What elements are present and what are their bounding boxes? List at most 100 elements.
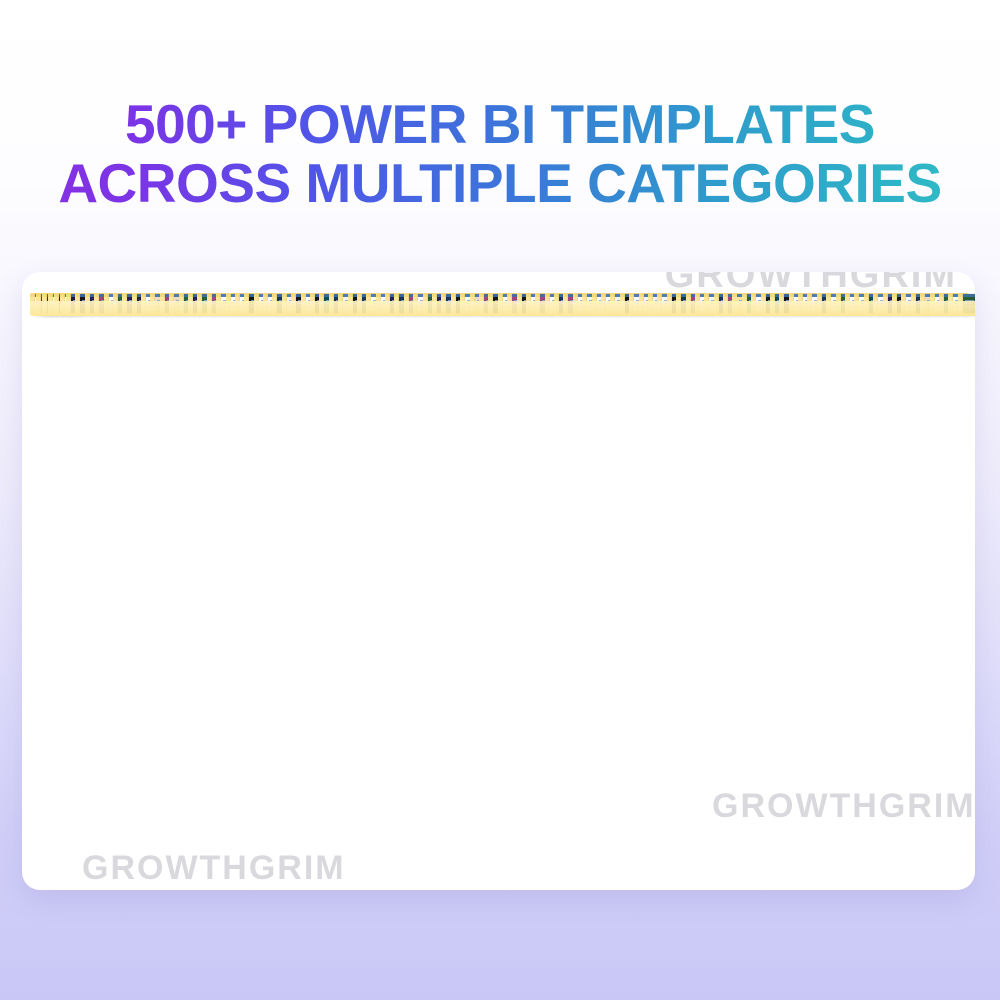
folder-item[interactable]: Theme Single Page Report Demo bbox=[159, 286, 185, 322]
folder-item[interactable]: GAC DESIGN bbox=[66, 286, 91, 322]
folder-item[interactable]: Coronavirus Theme JCH bbox=[356, 286, 382, 322]
folder-item[interactable]: Metricalist - Simply Modern Dark bbox=[563, 286, 589, 322]
folder-item[interactable]: Color blind theme bbox=[666, 286, 692, 322]
folder-item[interactable]: SALES _ MARKETING bbox=[920, 286, 946, 322]
folder-item[interactable]: fluxo-de-caixa-pessoal bbox=[535, 286, 561, 322]
folder-item[interactable]: Vintage Theme (Exposé Data) bbox=[798, 286, 824, 322]
folder-item[interactable]: Salesdashboard bbox=[291, 286, 317, 322]
folder-item[interactable]: DARK _ BLUE THEME bbox=[676, 286, 702, 322]
folder-item[interactable]: FLASHY bbox=[216, 286, 242, 322]
folder-item[interactable]: ColorblindSafe-Longer bbox=[826, 286, 852, 322]
folder-item[interactable]: Power BI Wireframe Template - Start bbox=[432, 286, 458, 322]
folder-item[interactable]: Marketing-Digital bbox=[244, 286, 270, 322]
folder-item[interactable]: LAYERED BACKGROUND bbox=[873, 286, 899, 322]
folder-item[interactable]: Color Blind Friendly bbox=[507, 286, 533, 322]
folder-item[interactable]: Informe de Compensación Variable bbox=[394, 286, 420, 322]
folder-item[interactable]: MODERN DESIGN bbox=[882, 286, 908, 322]
folder-item[interactable]: Metricalist - Power BI Windows 11 Theme bbox=[403, 286, 429, 322]
hero-title: 500+ POWER BI TEMPLATES ACROSS MULTIPLE … bbox=[0, 96, 1000, 211]
folder-item[interactable]: REGIONAL VIEWS TEMPLATE bbox=[601, 286, 627, 322]
folder-item[interactable]: The Honey Bee bbox=[788, 286, 814, 322]
folder-item[interactable]: HeadCount bbox=[863, 286, 889, 322]
folder-item[interactable]: STORE DISTRIBUTION bbox=[310, 286, 336, 322]
folder-item[interactable]: PERFORMANCE REPORT bbox=[582, 286, 608, 322]
folder-item[interactable]: Seppirus Dark Mode bbox=[769, 286, 795, 322]
folder-item[interactable]: turquoise theme by maq software bbox=[638, 286, 664, 322]
folder-item[interactable]: Spring Day bbox=[938, 286, 964, 322]
folder-item[interactable]: PRODUCTION FLOOR bbox=[751, 286, 777, 322]
folder-item[interactable]: SIMPLE PROFISSIONAL bbox=[619, 286, 645, 322]
folder-item[interactable]: Loomy Lime - Thumbnail bbox=[84, 286, 110, 322]
folder-item[interactable]: Advanced profit and loss Dashboard bbox=[647, 286, 673, 322]
folder-item[interactable]: QUARTERLY REPORT LETTER FORMAT bbox=[281, 286, 307, 322]
folder-item[interactable]: REAL ESTATE BROKER DASHBOARD bbox=[441, 286, 467, 322]
folder-item[interactable]: Sunflower Twilight bbox=[469, 286, 495, 322]
folder-item[interactable]: Nova pasta bbox=[732, 286, 758, 322]
folder-item[interactable]: The Strawberry bbox=[948, 286, 974, 322]
folder-item[interactable]: Cafeine bbox=[347, 286, 373, 322]
folder-item[interactable]: Acterys Dark For Reporting bbox=[488, 286, 514, 322]
folder-item[interactable]: ispanalytics_blue bbox=[554, 286, 580, 322]
folder-item[interactable]: SunsetBoulevard bbox=[629, 286, 655, 322]
folder-item[interactable]: Gartner bbox=[225, 286, 251, 322]
folder-item[interactable]: ORANGE CEST bbox=[263, 286, 289, 322]
folder-item[interactable]: Nowalls Analytics Theme bbox=[891, 286, 917, 322]
folder-item[interactable]: BlackRose_v1 bbox=[657, 286, 683, 322]
hero-title-line-2: ACROSS MULTIPLE CATEGORIES bbox=[0, 154, 1000, 212]
folder-item[interactable]: HR ANALYTICS bbox=[234, 286, 260, 322]
folder-icon[interactable] bbox=[957, 292, 975, 317]
folder-item[interactable]: BasicSidebar bbox=[338, 286, 364, 322]
folder-item[interactable]: RIOS DESIGN bbox=[760, 286, 786, 322]
folder-item[interactable]: sales dashboard bbox=[131, 286, 157, 322]
folder-item[interactable]: GDarkBlue bbox=[385, 286, 411, 322]
folder-item[interactable]: Flat-Color-Theme bbox=[375, 286, 401, 322]
folder-item[interactable]: SEDA (gab) bbox=[610, 286, 636, 322]
folder-item[interactable]: new theme BLUES bbox=[413, 286, 439, 322]
folder-item[interactable]: POWERPOINT STYLE bbox=[591, 286, 617, 322]
folder-item[interactable]: DARK THEME bbox=[206, 286, 232, 322]
folder-item[interactable]: Waveform bbox=[957, 286, 975, 322]
folder-item[interactable]: Sneaky Strawberry Theme bbox=[779, 286, 805, 322]
folder-item[interactable]: SALESFORCE CLONE bbox=[450, 286, 476, 322]
folder-item[interactable]: SIMPLE MODERN bbox=[460, 286, 486, 322]
folder-item[interactable]: CONSUMER PROFILES bbox=[197, 286, 223, 322]
folder-item[interactable]: Plum bbox=[112, 286, 138, 322]
folder-item[interactable]: Dark Wide Blue bbox=[366, 286, 392, 322]
folder-item[interactable]: CY19SU12 bbox=[516, 286, 542, 322]
folder-item[interactable]: Futuristic bbox=[854, 286, 880, 322]
folder-item[interactable]: Power BI Color Theme - University of Mel… bbox=[272, 286, 298, 322]
file-explorer-card: GROWTHGRIM GROWTHGRIM GROWTHGRIM _OTHERS… bbox=[22, 272, 975, 890]
folder-item[interactable]: Gray Matter bbox=[704, 286, 730, 322]
folder-item[interactable]: serious bbox=[929, 286, 955, 322]
folder-item[interactable]: Autumn bbox=[178, 286, 204, 322]
folder-item[interactable]: SIMPLE DESIGN TEMPLATE #2 bbox=[300, 286, 326, 322]
folder-item[interactable]: KPI BLOCKS bbox=[713, 286, 739, 322]
folder-item[interactable]: PHV bbox=[741, 286, 767, 322]
folder-item[interactable]: Profitability Report bbox=[910, 286, 936, 322]
folder-item[interactable]: Global CO2 Emissions bbox=[544, 286, 570, 322]
folder-item[interactable]: Blue Template bbox=[816, 286, 842, 322]
folder-item[interactable]: FINANCIAL STATEMENTS bbox=[845, 286, 871, 322]
folder-item[interactable]: Excel 2016 Theme bbox=[685, 286, 711, 322]
folder-item[interactable]: NOTION MODERN bbox=[572, 286, 598, 322]
folder-item[interactable]: Dark Gray Template bbox=[835, 286, 861, 322]
folder-item[interactable]: MODERN DESIGN #2 bbox=[94, 286, 120, 322]
folder-item[interactable]: All Black Theme (Expose Data) bbox=[807, 286, 833, 322]
folder-item[interactable]: Black Template bbox=[497, 286, 523, 322]
folder-item[interactable]: 0. Simplifica bbox=[169, 286, 195, 322]
folder-item[interactable]: Metricalist - Simply Modern Light bbox=[723, 286, 749, 322]
folder-item[interactable]: Dynamics 365 Business bbox=[525, 286, 551, 322]
folder-item[interactable]: 0. Simplifica - Otoño - Autumn bbox=[328, 286, 354, 322]
folder-item[interactable]: pastel bbox=[422, 286, 448, 322]
folder-item[interactable]: SIMPLE DESIGN TEMPLATE bbox=[141, 286, 167, 322]
folder-item[interactable]: Tumble Road Multicolor bbox=[478, 286, 504, 322]
folder-item[interactable]: HIGH CONTRAST DESIGN bbox=[75, 286, 101, 322]
folder-item[interactable]: Bossy Blueberry Theme bbox=[188, 286, 213, 322]
folder-item[interactable]: project-management bbox=[122, 286, 148, 322]
folder-item[interactable]: MULTI-PAGE TEMPLATE bbox=[253, 286, 279, 322]
folder-item[interactable]: OceanWave bbox=[103, 286, 129, 322]
folder-item[interactable]: Forest bbox=[694, 286, 720, 322]
folder-item[interactable]: TRANSAKSI bbox=[319, 286, 345, 322]
folder-item[interactable]: PIPELINE REVIEW bbox=[901, 286, 927, 322]
folder-item[interactable]: STEP BY STEP bbox=[150, 286, 176, 322]
